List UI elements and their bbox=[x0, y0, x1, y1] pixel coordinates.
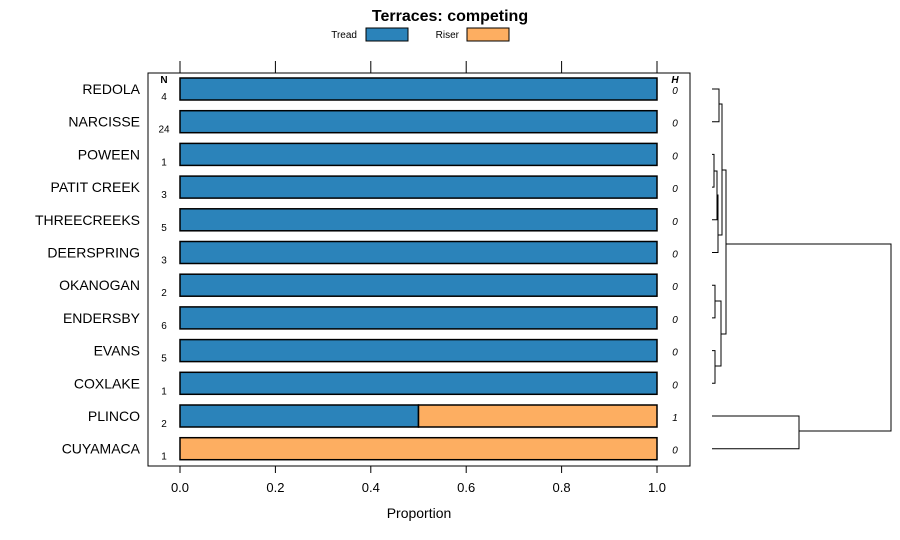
n-value: 1 bbox=[161, 452, 167, 463]
h-value: 0 bbox=[672, 217, 678, 228]
x-tick-label: 0.4 bbox=[362, 480, 380, 495]
n-value: 6 bbox=[161, 321, 167, 332]
n-value: 1 bbox=[161, 157, 167, 168]
category-label: REDOLA bbox=[82, 81, 140, 97]
category-label: OKANOGAN bbox=[59, 277, 140, 293]
n-value: 5 bbox=[161, 354, 167, 365]
legend-swatch-tread bbox=[365, 27, 409, 42]
bar-tread bbox=[179, 371, 658, 396]
h-value: 0 bbox=[672, 151, 678, 162]
bar-tread bbox=[179, 77, 658, 101]
h-value: 0 bbox=[672, 119, 678, 130]
h-value: 0 bbox=[672, 315, 678, 326]
category-label: ENDERSBY bbox=[63, 310, 141, 326]
x-tick-label: 1.0 bbox=[648, 480, 666, 495]
bar-riser bbox=[179, 436, 658, 461]
category-label: NARCISSE bbox=[68, 114, 140, 130]
x-tick-label: 0.2 bbox=[266, 480, 284, 495]
chart-title: Terraces: competing bbox=[372, 8, 528, 25]
n-header: N bbox=[160, 75, 167, 86]
dendrogram-branch bbox=[712, 284, 716, 319]
category-label: POWEEN bbox=[78, 146, 140, 162]
h-value: 0 bbox=[672, 380, 678, 391]
h-value: 0 bbox=[672, 86, 678, 97]
n-value: 2 bbox=[161, 419, 167, 430]
bar-tread bbox=[179, 240, 658, 265]
h-value: 0 bbox=[672, 348, 678, 359]
dendrogram-branch bbox=[712, 153, 715, 188]
dendrogram-branch bbox=[712, 350, 716, 384]
n-value: 2 bbox=[161, 288, 167, 299]
x-tick-label: 0.8 bbox=[553, 480, 571, 495]
h-value: 0 bbox=[672, 446, 678, 457]
category-label: PLINCO bbox=[88, 408, 140, 424]
category-label: THREECREEKS bbox=[35, 212, 140, 228]
category-label: CUYAMACA bbox=[62, 441, 141, 457]
n-value: 4 bbox=[161, 92, 167, 103]
n-value: 3 bbox=[161, 256, 167, 267]
legend-label-riser: Riser bbox=[436, 30, 460, 41]
category-label: EVANS bbox=[94, 343, 140, 359]
category-label: PATIT CREEK bbox=[51, 179, 141, 195]
x-axis-label: Proportion bbox=[387, 505, 452, 521]
n-value: 5 bbox=[161, 223, 167, 234]
legend-label-tread: Tread bbox=[331, 30, 357, 41]
n-value: 24 bbox=[158, 125, 170, 136]
dendrogram-branch bbox=[726, 243, 892, 432]
h-value: 0 bbox=[672, 250, 678, 261]
plot-frame bbox=[147, 72, 691, 467]
bar-tread bbox=[179, 142, 658, 167]
dendrogram-branch bbox=[712, 88, 720, 123]
bar-tread bbox=[179, 404, 420, 428]
h-value: 1 bbox=[672, 413, 678, 424]
bar-tread bbox=[179, 273, 658, 297]
h-value: 0 bbox=[672, 282, 678, 293]
h-header: H bbox=[671, 75, 679, 86]
x-tick-label: 0.6 bbox=[457, 480, 475, 495]
bar-tread bbox=[179, 175, 658, 199]
dendrogram-branch bbox=[718, 103, 723, 236]
n-value: 1 bbox=[161, 386, 167, 397]
bar-tread bbox=[179, 306, 658, 330]
bar-tread bbox=[179, 208, 658, 232]
dendrogram-branch bbox=[715, 300, 722, 367]
h-value: 0 bbox=[672, 184, 678, 195]
category-label: DEERSPRING bbox=[47, 245, 140, 261]
legend-swatch-riser bbox=[466, 27, 510, 42]
x-axis: 0.0 0.2 0.4 0.6 0.8 1.0 bbox=[171, 61, 666, 495]
bar-riser bbox=[417, 404, 658, 428]
dendrogram bbox=[712, 88, 892, 450]
dendrogram-branch bbox=[712, 194, 719, 253]
dendrogram-branch bbox=[721, 169, 727, 335]
n-value: 3 bbox=[161, 190, 167, 201]
x-tick-label: 0.0 bbox=[171, 480, 189, 495]
bars: REDOLA 4 0 NARCISSE 24 0 POWEEN 1 0 PATIT CREEK 3 0… bbox=[35, 77, 678, 463]
bar-tread bbox=[179, 338, 658, 363]
legend: Tread Riser bbox=[331, 27, 510, 42]
dendrogram-branch bbox=[712, 415, 800, 450]
category-label: COXLAKE bbox=[74, 375, 140, 391]
bar-tread bbox=[179, 109, 658, 134]
